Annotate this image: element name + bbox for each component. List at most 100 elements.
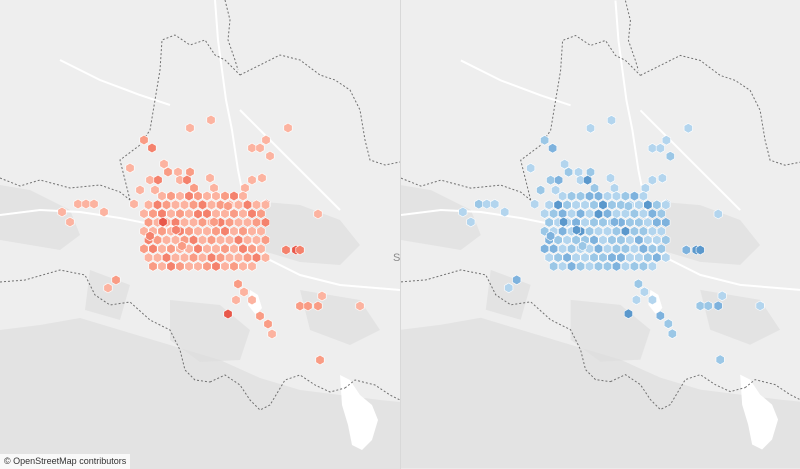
- hexbin-cell[interactable]: [589, 217, 599, 228]
- hexbin-cell[interactable]: [634, 252, 644, 263]
- hexbin-cell[interactable]: [243, 217, 252, 228]
- hexbin-cell[interactable]: [625, 252, 635, 263]
- hexbin-cell[interactable]: [171, 224, 181, 236]
- hexbin-cell[interactable]: [184, 225, 194, 237]
- hexbin-cell[interactable]: [162, 252, 171, 263]
- hexbin-cell[interactable]: [238, 243, 248, 255]
- hexbin-cell[interactable]: [243, 252, 252, 263]
- hexbin-cell[interactable]: [177, 240, 187, 252]
- hexbin-cell[interactable]: [661, 234, 671, 246]
- hexbin-map-left[interactable]: [0, 0, 400, 469]
- hexbin-cell[interactable]: [576, 261, 586, 272]
- hexbin-cell[interactable]: [661, 135, 671, 146]
- hexbin-cell[interactable]: [189, 217, 198, 228]
- hexbin-cell[interactable]: [247, 294, 257, 306]
- hexbin-cell[interactable]: [638, 190, 648, 202]
- hexbin-cell[interactable]: [185, 122, 195, 134]
- hexbin-cell[interactable]: [656, 208, 666, 219]
- hexbin-cell[interactable]: [175, 208, 185, 219]
- hexbin-cell[interactable]: [647, 142, 657, 154]
- hexbin-cell[interactable]: [594, 225, 603, 237]
- hexbin-cell[interactable]: [238, 190, 248, 202]
- hexbin-cell[interactable]: [490, 198, 500, 210]
- hexbin-cell[interactable]: [616, 252, 626, 263]
- hexbin-cell[interactable]: [638, 243, 648, 254]
- hexbin-cell[interactable]: [606, 115, 616, 126]
- hexbin-cell[interactable]: [265, 150, 275, 162]
- hexbin-cell[interactable]: [238, 208, 248, 219]
- hexbin-cell[interactable]: [315, 354, 325, 366]
- hexbin-cell[interactable]: [639, 286, 649, 298]
- hexbin-cell[interactable]: [585, 261, 595, 272]
- hexbin-cell[interactable]: [602, 190, 612, 202]
- hexbin-cell[interactable]: [247, 225, 257, 237]
- hexbin-cell[interactable]: [558, 225, 568, 237]
- hexbin-cell[interactable]: [256, 208, 266, 219]
- hexbin-cell[interactable]: [247, 243, 257, 255]
- hexbin-cell[interactable]: [594, 190, 603, 202]
- hexbin-cell[interactable]: [567, 208, 577, 219]
- hexbin-cell[interactable]: [643, 199, 653, 211]
- hexbin-cell[interactable]: [625, 217, 635, 228]
- hexbin-cell[interactable]: [598, 252, 608, 263]
- hexbin-cell[interactable]: [661, 217, 671, 228]
- hexbin-cell[interactable]: [267, 328, 277, 340]
- hexbin-cell[interactable]: [207, 252, 216, 263]
- hexbin-cell[interactable]: [202, 208, 212, 219]
- hexbin-cell[interactable]: [313, 300, 323, 312]
- hexbin-cell[interactable]: [554, 174, 564, 186]
- hexbin-cell[interactable]: [474, 198, 484, 210]
- hexbin-cell[interactable]: [207, 234, 216, 246]
- hexbin-cell[interactable]: [211, 190, 221, 202]
- hexbin-cell[interactable]: [586, 123, 596, 134]
- hexbin-cell[interactable]: [180, 217, 189, 228]
- hexbin-cell[interactable]: [139, 208, 149, 219]
- hexbin-cell[interactable]: [544, 252, 554, 263]
- hexbin-cell[interactable]: [567, 261, 577, 272]
- hexbin-cell[interactable]: [125, 162, 135, 174]
- hexbin-cell[interactable]: [504, 282, 514, 294]
- hexbin-cell[interactable]: [647, 174, 657, 186]
- hexbin-cell[interactable]: [589, 234, 599, 246]
- hexbin-cell[interactable]: [631, 294, 641, 306]
- hexbin-cell[interactable]: [229, 243, 239, 255]
- hexbin-cell[interactable]: [655, 310, 665, 322]
- hexbin-cell[interactable]: [609, 182, 619, 194]
- hexbin-cell[interactable]: [580, 252, 590, 263]
- hexbin-cell[interactable]: [643, 252, 653, 263]
- hexbin-cell[interactable]: [602, 208, 612, 219]
- hexbin-cell[interactable]: [652, 217, 662, 228]
- hexbin-cell[interactable]: [634, 234, 644, 246]
- hexbin-cell[interactable]: [193, 190, 203, 202]
- hexbin-cell[interactable]: [229, 225, 239, 237]
- hexbin-cell[interactable]: [576, 208, 586, 219]
- hexbin-cell[interactable]: [549, 243, 559, 254]
- hexbin-cell[interactable]: [546, 230, 556, 242]
- hexbin-cell[interactable]: [667, 328, 677, 339]
- hexbin-cell[interactable]: [99, 206, 109, 218]
- hexbin-cell[interactable]: [540, 208, 550, 219]
- hexbin-cell[interactable]: [198, 217, 207, 228]
- hexbin-cell[interactable]: [144, 199, 153, 211]
- hexbin-cell[interactable]: [159, 158, 169, 170]
- hexbin-cell[interactable]: [145, 174, 155, 186]
- hexbin-cell[interactable]: [583, 174, 593, 186]
- hexbin-cell[interactable]: [526, 162, 536, 174]
- hexbin-cell[interactable]: [73, 198, 83, 210]
- hexbin-cell[interactable]: [144, 217, 153, 228]
- hexbin-cell[interactable]: [189, 252, 198, 263]
- hexbin-cell[interactable]: [620, 261, 630, 272]
- hexbin-cell[interactable]: [180, 199, 189, 211]
- hexbin-cell[interactable]: [585, 190, 595, 202]
- hexbin-cell[interactable]: [546, 174, 556, 186]
- hexbin-cell[interactable]: [567, 190, 577, 202]
- hexbin-cell[interactable]: [551, 184, 561, 196]
- hexbin-cell[interactable]: [623, 200, 633, 212]
- hexbin-cell[interactable]: [611, 261, 621, 272]
- hexbin-cell[interactable]: [153, 199, 162, 211]
- hexbin-cell[interactable]: [574, 166, 584, 178]
- hexbin-cell[interactable]: [571, 217, 581, 228]
- hexbin-cell[interactable]: [647, 294, 657, 306]
- hexbin-cell[interactable]: [715, 354, 725, 365]
- hexbin-cell[interactable]: [629, 261, 639, 272]
